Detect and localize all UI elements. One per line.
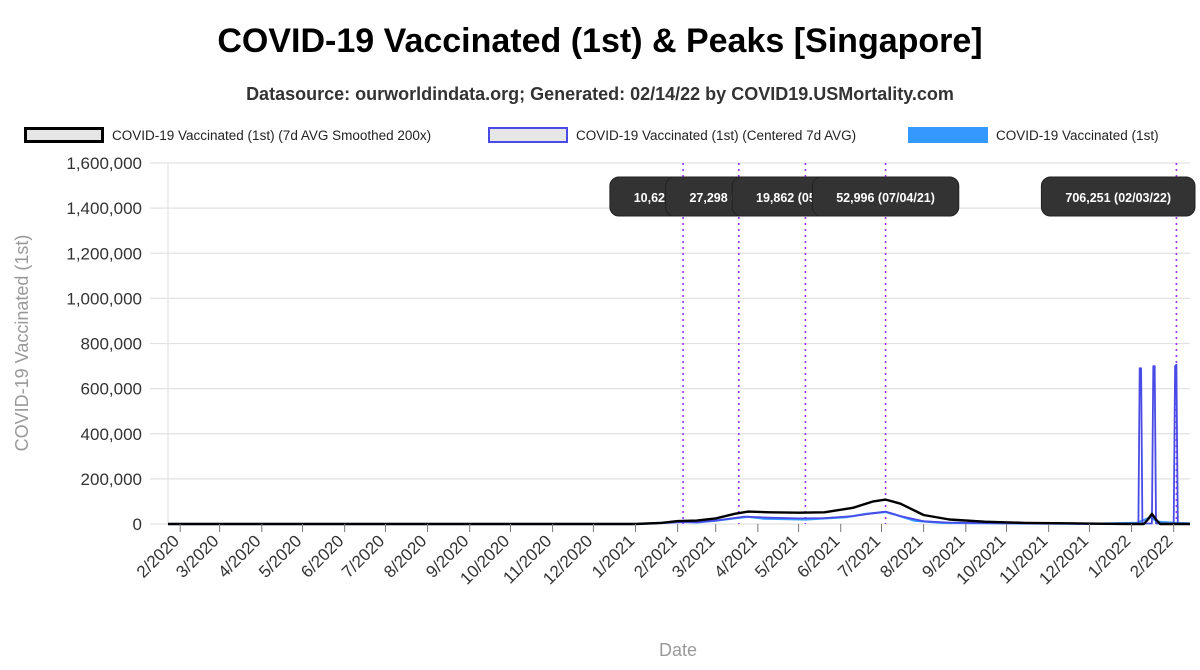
x-tick-label: 1/2022: [1084, 531, 1134, 581]
x-tick-label: 1/2021: [588, 531, 638, 581]
legend: COVID-19 Vaccinated (1st) (7d AVG Smooth…: [0, 124, 1200, 146]
legend-label-centered: COVID-19 Vaccinated (1st) (Centered 7d A…: [576, 127, 857, 143]
chart-subtitle: Datasource: ourworldindata.org; Generate…: [246, 84, 954, 104]
x-tick-label: 6/2021: [793, 531, 843, 581]
y-tick-label: 1,400,000: [66, 199, 142, 218]
peak-annotations: 10,626 (02/05/21)27,298 (03/18/21)19,862…: [609, 176, 1196, 217]
y-tick-label: 1,000,000: [66, 289, 142, 308]
peak-annotation-box: [811, 176, 960, 217]
x-tick-label: 8/2021: [876, 531, 926, 581]
grid-lines: [150, 162, 1190, 525]
x-tick-label: 6/2020: [297, 531, 347, 581]
y-tick-label: 1,200,000: [66, 244, 142, 263]
legend-item-raw[interactable]: COVID-19 Vaccinated (1st): [908, 124, 1159, 146]
y-axis-ticks: 0 200,000 400,000 600,000 800,000 1,000,000 1,…: [66, 154, 142, 534]
legend-item-centered[interactable]: COVID-19 Vaccinated (1st) (Centered 7d A…: [488, 124, 856, 146]
peak-annotation-box: [1040, 176, 1196, 217]
legend-swatch-smoothed: [24, 127, 104, 143]
y-tick-label: 800,000: [81, 335, 142, 354]
x-tick-label: 5/2021: [751, 531, 801, 581]
series-lines: [168, 363, 1191, 526]
y-tick-label: 1,600,000: [66, 154, 142, 173]
x-tick-label: 7/2020: [338, 531, 388, 581]
x-tick-label: 4/2020: [214, 531, 264, 581]
x-tick-label: 5/2020: [255, 531, 305, 581]
legend-swatch-centered: [488, 127, 568, 143]
y-tick-label: 200,000: [81, 470, 142, 489]
legend-item-smoothed[interactable]: COVID-19 Vaccinated (1st) (7d AVG Smooth…: [24, 124, 431, 146]
x-tick-label: 3/2020: [172, 531, 222, 581]
x-tick-label: 4/2021: [710, 531, 760, 581]
series-line: [168, 498, 1190, 526]
legend-label-smoothed: COVID-19 Vaccinated (1st) (7d AVG Smooth…: [112, 127, 432, 143]
chart-title: COVID-19 Vaccinated (1st) & Peaks [Singa…: [217, 22, 983, 60]
y-tick-label: 600,000: [81, 380, 142, 399]
x-tick-label: 8/2020: [380, 531, 430, 581]
peak-annotation-label: 52,996 (07/04/21): [836, 191, 935, 205]
y-axis-label: COVID-19 Vaccinated (1st): [12, 235, 32, 452]
x-tick-label: 2/2022: [1126, 531, 1176, 581]
x-axis-label: Date: [659, 640, 697, 660]
legend-label-raw: COVID-19 Vaccinated (1st): [996, 127, 1159, 143]
x-tick-label: 2/2020: [133, 531, 183, 581]
peak-annotation-label: 706,251 (02/03/22): [1065, 191, 1171, 205]
y-tick-label: 400,000: [81, 425, 142, 444]
x-tick-label: 3/2021: [668, 531, 718, 581]
x-tick-label: 7/2021: [834, 531, 884, 581]
x-axis-ticks: 2/20203/20204/20205/20206/20207/20208/20…: [133, 524, 1177, 588]
y-tick-label: 0: [133, 515, 142, 534]
legend-swatch-raw: [908, 127, 988, 143]
